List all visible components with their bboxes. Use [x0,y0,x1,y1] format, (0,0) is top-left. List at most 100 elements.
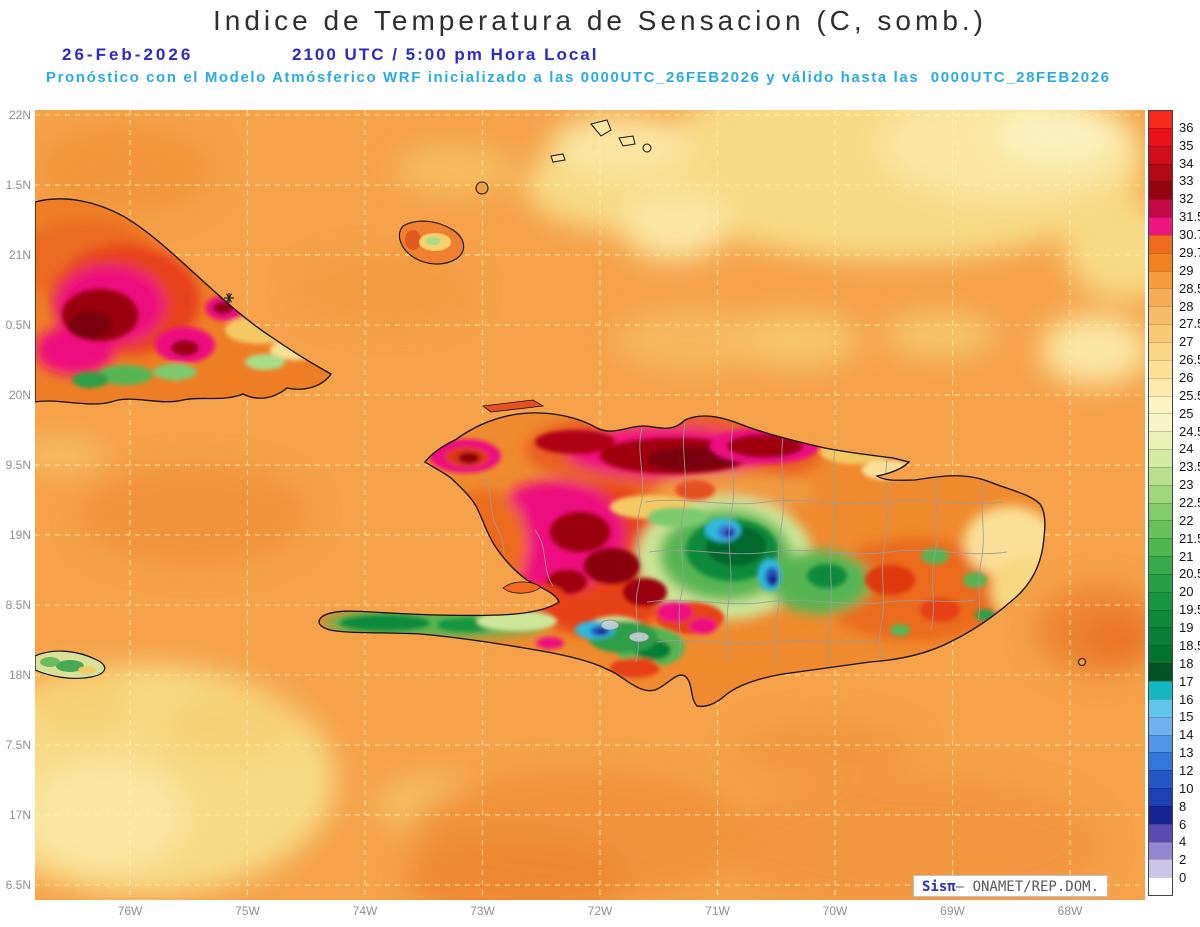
forecast-map [0,70,1185,925]
colorbar-label: 28.5 [1179,280,1200,296]
colorbar-cell [1149,199,1172,218]
colorbar-label: 18 [1179,655,1194,671]
colorbar-label: 25 [1179,405,1194,421]
y-axis-tick-label: 8.5N [5,598,31,612]
x-axis-tick-label: 68W [1057,904,1083,918]
colorbar-label: 21 [1179,548,1194,564]
station-marker-icon [224,293,234,303]
colorbar-label: 27.5 [1179,316,1200,332]
colorbar-cell [1149,395,1172,414]
x-axis-tick-label: 69W [940,904,965,918]
colorbar-label: 19.5 [1179,602,1200,618]
colorbar-label: 23.5 [1179,459,1200,475]
colorbar-cell [1149,538,1172,557]
colorbar-label: 16 [1179,691,1194,707]
colorbar-cell [1149,288,1172,307]
colorbar-label: 23 [1179,477,1194,493]
watermark-brand: Sisπ [922,879,956,895]
x-axis-tick-label: 76W [117,904,143,918]
colorbar-label: 32 [1179,191,1194,207]
colorbar-label: 30.7 [1179,227,1200,243]
colorbar-cell [1149,270,1172,289]
cuba-detail-spots [62,289,320,388]
y-axis-tick-label: 6.5N [5,878,31,892]
colorbar-label: 8 [1179,798,1187,814]
colorbar-label: 26.5 [1179,352,1200,368]
model-run-line: Pronóstico con el Modelo Atmósferico WRF… [46,69,1111,86]
jamaica-landmass [34,650,106,680]
colorbar-cell [1149,556,1172,574]
colorbar-label: 24 [1179,441,1194,457]
turks-caicos-islands [550,119,652,163]
colorbar-label: 20.5 [1179,566,1200,582]
colorbar-cell [1149,573,1172,592]
colorbar-cell [1149,127,1172,146]
y-axis-tick-label: 19N [8,528,31,542]
colorbar [1148,110,1173,896]
hispaniola-landmass [318,412,1046,708]
colorbar-label: 4 [1179,834,1187,850]
colorbar-cell [1149,449,1172,467]
colorbar-cell [1149,341,1172,360]
colorbar-cell [1149,698,1172,717]
colorbar-cell [1149,663,1172,681]
colorbar-cell [1149,359,1172,378]
colorbar-cell [1149,716,1172,735]
ocean-patches [0,70,1185,925]
colorbar-label: 25.5 [1179,387,1200,403]
colorbar-label: 29 [1179,262,1194,278]
colorbar-cell [1149,111,1172,128]
y-axis-tick-label: 22N [8,108,31,122]
colorbar-cell [1149,252,1172,271]
y-axis-tick-label: 9.5N [5,458,31,472]
y-axis-tick-label: 21N [8,248,31,262]
colorbar-cell [1149,681,1172,699]
x-axis-tick-label: 71W [705,904,730,918]
colorbar-label: 15 [1179,709,1194,725]
colorbar-cell [1149,145,1172,164]
colorbar-cell [1149,752,1172,771]
colorbar-label: 19 [1179,620,1194,636]
colorbar-label: 27 [1179,334,1194,350]
colorbar-label: 36 [1179,119,1194,135]
colorbar-cell [1149,181,1172,200]
colorbar-cell [1149,627,1172,646]
y-axis-tick-label: 20N [8,388,31,402]
tortue-island [481,399,545,413]
colorbar-label: 21.5 [1179,530,1200,546]
colorbar-cell [1149,413,1172,432]
colorbar-label: 6 [1179,816,1187,832]
colorbar-cell [1149,234,1172,253]
province-borders [481,421,1008,669]
y-axis-tick-label: 18N [8,668,31,682]
map-area [0,70,1185,925]
colorbar-cell [1149,734,1172,753]
colorbar-cell [1149,859,1172,878]
inagua-islands [398,181,489,265]
colorbar-label: 14 [1179,727,1194,743]
colorbar-label: 12 [1179,762,1194,778]
colorbar-cell [1149,163,1172,182]
colorbar-cell [1149,841,1172,860]
colorbar-label: 35 [1179,137,1194,153]
colorbar-label: 17 [1179,673,1194,689]
colorbar-label: 18.5 [1179,637,1200,653]
colorbar-label: 24.5 [1179,423,1200,439]
colorbar-cell [1149,324,1172,342]
colorbar-label: 28 [1179,298,1194,314]
watermark-text: — ONAMET/REP.DOM. [955,879,1100,895]
y-axis-tick-label: 0.5N [5,318,31,332]
colorbar-cell [1149,770,1172,789]
forecast-time: 2100 UTC / 5:00 pm Hora Local [292,45,599,64]
y-axis-tick-label: 7.5N [5,738,31,752]
x-axis-tick-label: 73W [470,904,495,918]
colorbar-label: 0 [1179,870,1187,886]
colorbar-label: 26 [1179,369,1194,385]
colorbar-label: 31.5 [1179,209,1200,225]
colorbar-cell [1149,306,1172,325]
colorbar-label: 22.5 [1179,495,1200,510]
colorbar-cell [1149,377,1172,396]
colorbar-cell [1149,823,1172,842]
lakes [600,619,650,643]
colorbar-cell [1149,217,1172,235]
